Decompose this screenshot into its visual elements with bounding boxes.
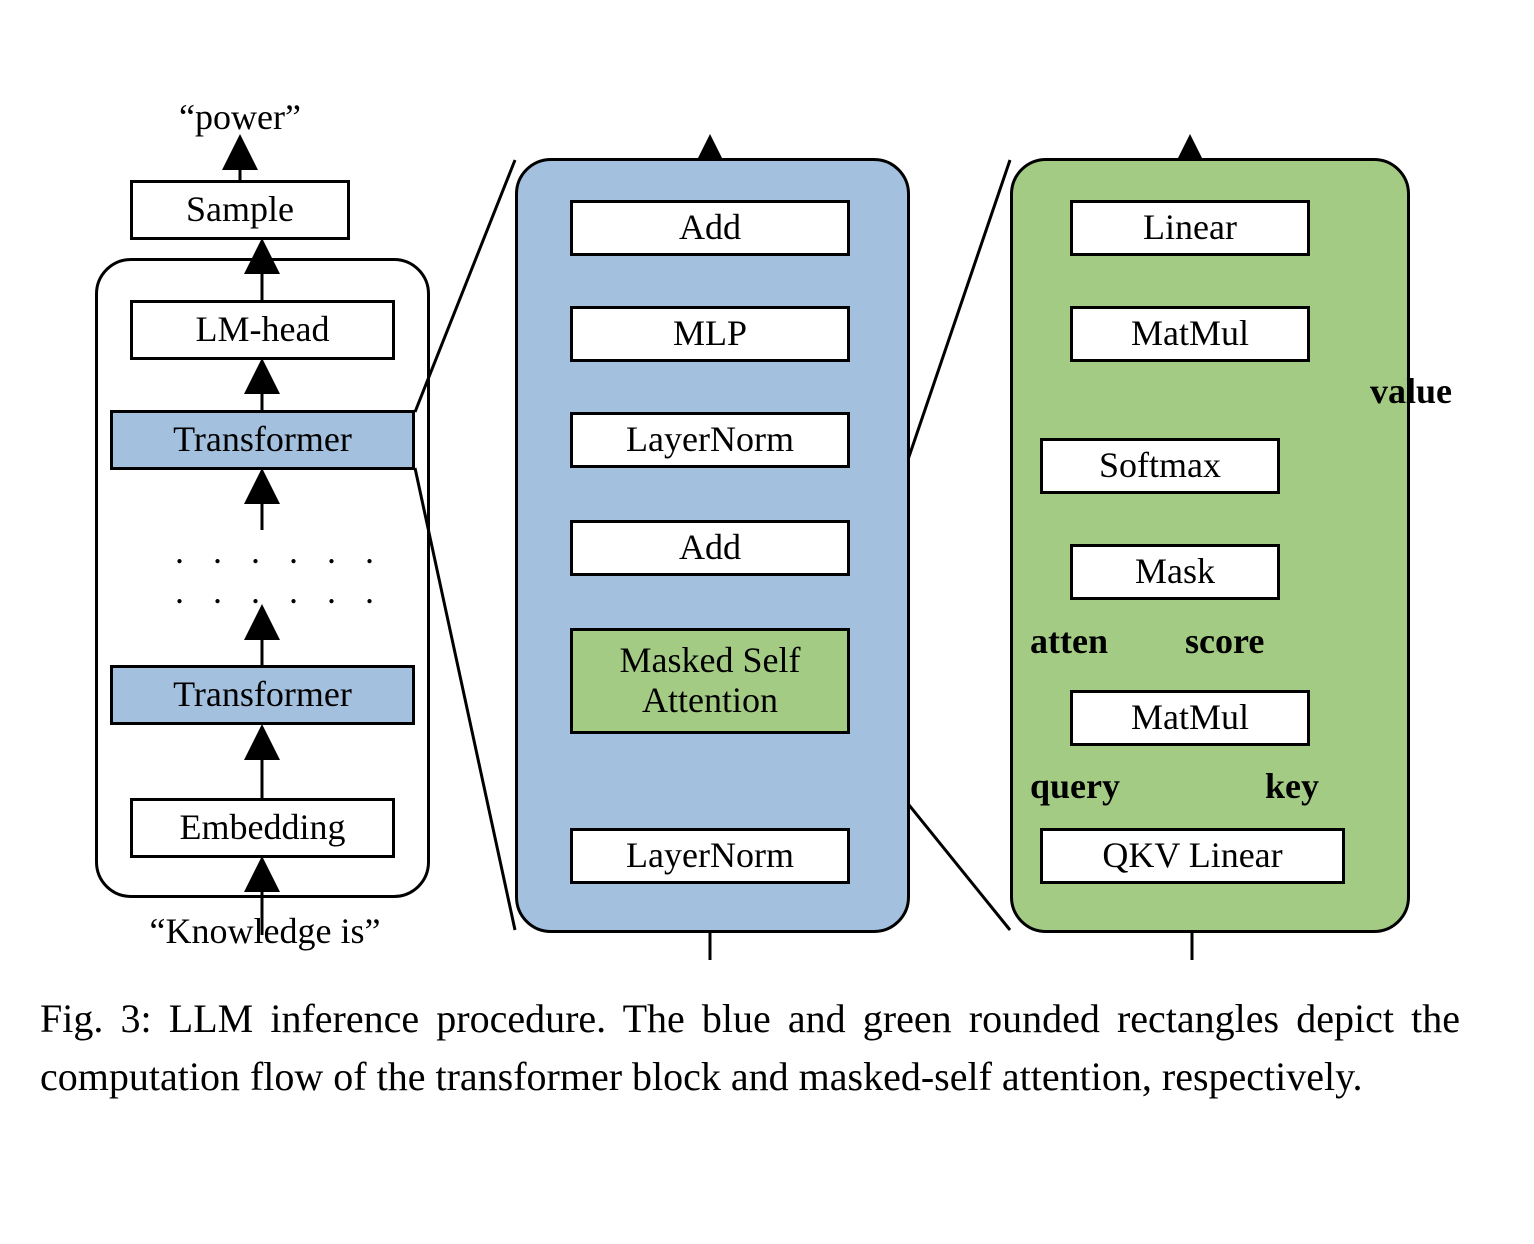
input-label: “Knowledge is”: [105, 910, 425, 952]
box-matmul-1: MatMul: [1070, 690, 1310, 746]
label-key: key: [1265, 765, 1319, 807]
box-lmhead: LM-head: [130, 300, 395, 360]
box-masked-self-attention: Masked Self Attention: [570, 628, 850, 734]
box-add-2: Add: [570, 200, 850, 256]
box-sample: Sample: [130, 180, 350, 240]
box-layernorm-1: LayerNorm: [570, 828, 850, 884]
label-query: query: [1030, 765, 1120, 807]
label-value: value: [1370, 370, 1452, 412]
label-score: score: [1185, 620, 1264, 662]
box-transformer-bottom: Transformer: [110, 665, 415, 725]
box-qkv-linear: QKV Linear: [1040, 828, 1345, 884]
box-layernorm-2: LayerNorm: [570, 412, 850, 468]
box-add-1: Add: [570, 520, 850, 576]
box-mask: Mask: [1070, 544, 1280, 600]
box-matmul-2: MatMul: [1070, 306, 1310, 362]
box-embedding: Embedding: [130, 798, 395, 858]
ellipsis-dots-2: . . . . . .: [175, 570, 384, 612]
llm-inference-diagram: “power” Sample LM-head Transformer . . .…: [40, 40, 1490, 960]
box-mlp: MLP: [570, 306, 850, 362]
output-label: “power”: [150, 96, 330, 138]
box-linear: Linear: [1070, 200, 1310, 256]
box-transformer-top: Transformer: [110, 410, 415, 470]
label-atten: atten: [1030, 620, 1108, 662]
box-softmax: Softmax: [1040, 438, 1280, 494]
figure-caption: Fig. 3: LLM inference procedure. The blu…: [40, 990, 1460, 1106]
ellipsis-dots: . . . . . .: [175, 530, 384, 572]
